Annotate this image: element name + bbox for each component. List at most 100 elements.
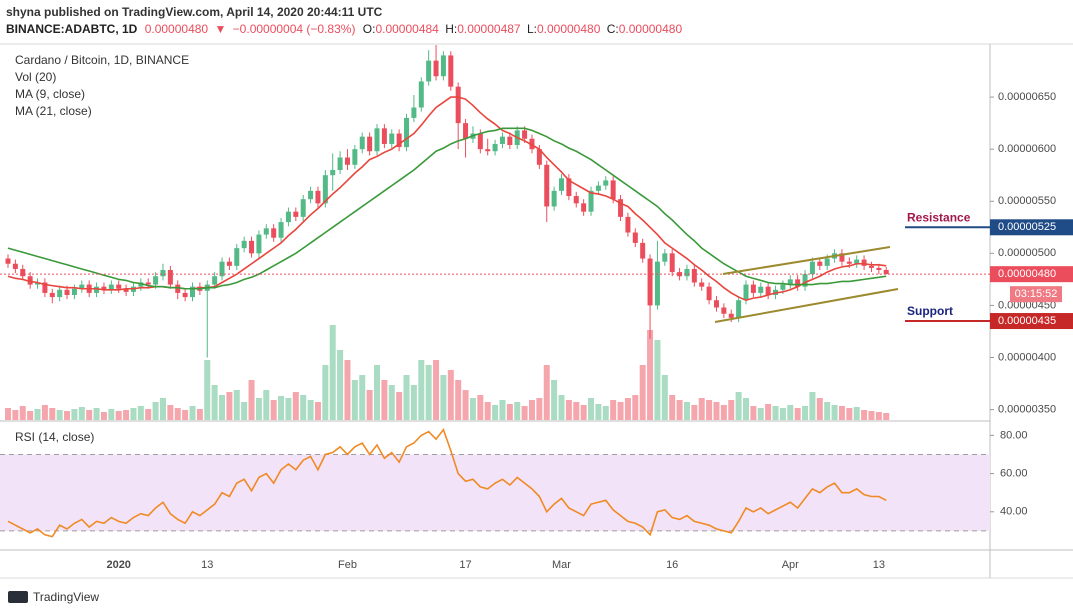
volume-bar [344, 360, 351, 420]
candle-body [35, 282, 41, 285]
y-tick-label: 0.00000550 [998, 195, 1056, 207]
volume-bar [410, 385, 417, 420]
candle-body [750, 284, 756, 293]
volume-bar [669, 395, 676, 420]
volume-bar [130, 408, 137, 420]
volume-bar [41, 405, 48, 420]
level-label: 0.00000435 [998, 315, 1056, 327]
candle-body [883, 270, 889, 275]
volume-bar [159, 398, 166, 420]
volume-bar [455, 380, 462, 420]
candle-body [684, 268, 690, 277]
x-tick-label: 17 [459, 559, 471, 571]
volume-bar [743, 398, 749, 420]
candle-body [654, 261, 660, 306]
candle-body [49, 292, 55, 298]
y-tick-label: 0.00000650 [998, 91, 1056, 103]
volume-bar [307, 400, 314, 420]
candle-body [544, 164, 550, 207]
candle-body [226, 261, 232, 266]
candle-body [588, 190, 594, 212]
symbol: BINANCE:ADABTC, 1D [6, 22, 138, 36]
volume-bar [772, 406, 779, 420]
y-tick-label: 0.00000500 [998, 247, 1056, 259]
candle-body [315, 190, 321, 204]
candle-body [300, 199, 306, 217]
candle-body [433, 60, 439, 77]
x-tick-label: 2020 [106, 559, 130, 571]
legend-ma: MA (9, close) [15, 87, 85, 101]
candle-body [802, 274, 808, 287]
volume-bar [34, 409, 41, 420]
volume-bar [71, 409, 78, 420]
candle-body [12, 263, 18, 269]
volume-bar [359, 375, 366, 420]
volume-bar [182, 410, 189, 420]
volume-bar [647, 330, 654, 420]
volume-bar [167, 405, 174, 420]
volume-bar [174, 408, 181, 420]
volume-bar [565, 400, 572, 420]
candle-body [212, 276, 218, 285]
countdown: 03:15:52 [1015, 288, 1058, 300]
candle-body [123, 288, 129, 292]
candle-body [713, 300, 719, 308]
candle-body [861, 259, 867, 266]
candle-body [640, 242, 646, 259]
volume-bar [536, 398, 543, 420]
candle-body [610, 180, 616, 200]
candle-body [337, 157, 343, 170]
x-tick-label: Feb [338, 559, 357, 571]
volume-bar [152, 402, 159, 420]
volume-bar [403, 375, 410, 420]
candle-body [809, 261, 815, 275]
candle-body [448, 55, 454, 87]
candle-body [817, 261, 823, 266]
rsi-line [7, 427, 887, 538]
volume-bar [86, 410, 93, 420]
volume-bar [462, 390, 469, 420]
candle-body [736, 300, 742, 318]
candle-body [551, 190, 557, 207]
x-tick-label: 16 [666, 559, 678, 571]
volume-bar [278, 396, 285, 420]
candle-body [389, 133, 395, 144]
rsi-tick-label: 60.00 [1000, 467, 1028, 479]
volume-bar [27, 411, 34, 420]
volume-bar [824, 402, 831, 420]
y-tick-label: 0.00000600 [998, 143, 1056, 155]
volume-bar [270, 400, 277, 420]
candle-body [359, 136, 365, 150]
ohlc-key: L: [527, 22, 537, 36]
candle-body [426, 60, 432, 82]
candle-body [455, 86, 461, 124]
volume-bar [624, 398, 631, 420]
volume-bar [219, 395, 226, 420]
candle-body [499, 136, 505, 144]
candle-body [256, 234, 262, 254]
ma-line [7, 127, 887, 290]
volume-bar [838, 406, 845, 420]
volume-bar [233, 390, 240, 420]
volume-bar [388, 385, 395, 420]
volume-bar [329, 325, 336, 420]
volume-bar [425, 365, 432, 420]
volume-bar [49, 408, 56, 420]
candle-body [846, 261, 852, 264]
candle-body [625, 216, 631, 233]
volume-bar [787, 405, 794, 420]
candle-body [108, 284, 114, 290]
candle-body [167, 270, 173, 285]
ohlc-key: O: [363, 22, 376, 36]
legend-volume: Vol (20) [15, 70, 56, 84]
level-box [990, 219, 1073, 236]
volume-bar [108, 409, 115, 420]
volume-bar [794, 408, 801, 420]
level-name: Support [907, 304, 953, 318]
volume-bar [802, 406, 809, 420]
volume-bar [779, 408, 786, 420]
candle-body [669, 253, 675, 273]
volume-bar [728, 400, 735, 420]
volume-bar [676, 400, 683, 420]
candle-body [20, 268, 26, 277]
